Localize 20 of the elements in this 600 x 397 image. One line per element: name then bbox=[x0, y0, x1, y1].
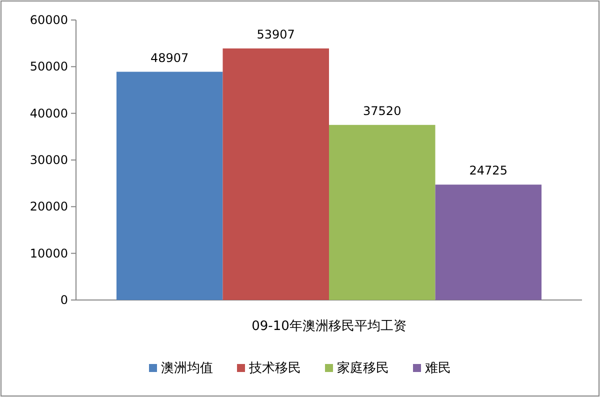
bar bbox=[222, 48, 329, 300]
y-tick-label: 60000 bbox=[30, 13, 68, 27]
legend-label: 技术移民 bbox=[248, 361, 301, 376]
y-tick-label: 20000 bbox=[30, 200, 68, 214]
legend-label: 家庭移民 bbox=[337, 360, 389, 376]
data-label: 48907 bbox=[150, 50, 189, 65]
bar bbox=[329, 124, 436, 300]
legend-label: 澳洲均值 bbox=[161, 361, 213, 376]
bar bbox=[435, 184, 542, 300]
y-tick-label: 10000 bbox=[30, 246, 68, 260]
data-label: 24725 bbox=[469, 164, 508, 178]
y-tick-label: 0 bbox=[60, 293, 68, 307]
legend-label: 难民 bbox=[424, 361, 451, 376]
data-label: 53907 bbox=[256, 27, 295, 42]
data-label: 37520 bbox=[363, 104, 402, 118]
y-tick-label: 30000 bbox=[30, 153, 68, 167]
x-tick-label: 09-10年澳洲移民平均工资 bbox=[252, 319, 406, 334]
y-tick-label: 40000 bbox=[30, 106, 68, 120]
bar bbox=[116, 72, 223, 300]
y-tick-label: 50000 bbox=[30, 60, 68, 74]
